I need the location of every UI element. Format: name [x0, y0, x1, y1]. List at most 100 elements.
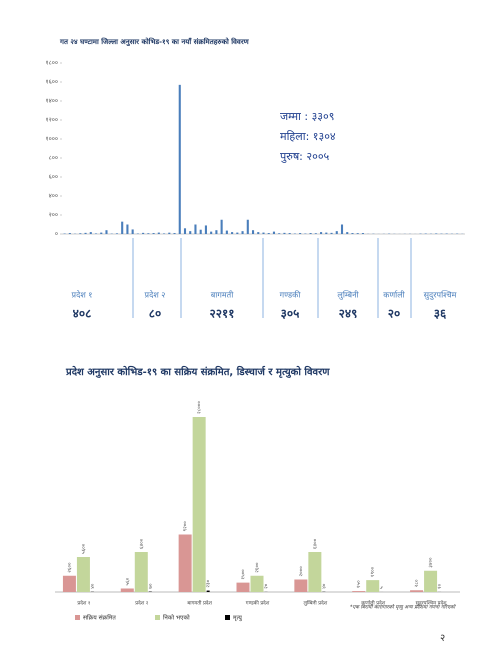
region-name: गण्डकी — [280, 290, 302, 300]
x-tick-label: लुम्बिनी प्रदेश — [303, 600, 327, 607]
y-tick-label: ८०० — [49, 155, 58, 162]
bar — [173, 233, 176, 234]
region-total: ८० — [149, 307, 161, 321]
bar — [84, 232, 87, 234]
bar — [330, 232, 333, 234]
bar — [325, 232, 328, 234]
bar — [278, 233, 281, 234]
footnote: *एक बिरामी कारागारको मृत्यु अन्य प्रदेशम… — [350, 604, 457, 611]
bar — [236, 582, 250, 592]
legend-label: सक्रिय संक्रमित — [83, 614, 116, 622]
y-tick-label: १४०० — [46, 98, 58, 105]
bar — [215, 230, 218, 234]
value-label: ७० — [148, 583, 154, 589]
bar — [163, 233, 166, 234]
x-tick-label: गण्डकी प्रदेश — [246, 600, 270, 607]
bar — [352, 591, 366, 592]
region-name: सुदुरपश्चिम — [424, 290, 457, 301]
bar — [283, 232, 286, 234]
x-tick-label: सुदुरपश्चिम प्रदेश — [416, 600, 448, 607]
region-total: २४९ — [339, 307, 358, 321]
bar — [210, 231, 213, 234]
bar — [178, 84, 181, 234]
bar — [178, 534, 192, 592]
value-label: २८० — [414, 579, 420, 587]
bar — [199, 229, 202, 234]
value-label: २६०० — [255, 562, 261, 573]
bar — [424, 570, 438, 592]
region-name: बागमती — [211, 290, 234, 300]
bar — [335, 231, 338, 234]
bar — [62, 575, 76, 592]
bar — [100, 232, 103, 234]
bar — [220, 219, 223, 234]
x-tick-label: बागमती प्रदेश — [187, 600, 212, 607]
bar — [152, 233, 155, 234]
value-label: १० — [437, 583, 443, 589]
y-tick-label: ४०० — [49, 193, 58, 200]
bar — [366, 580, 380, 592]
value-label: ९२०० — [183, 521, 189, 532]
legend-label: निको भएको — [163, 614, 190, 622]
value-label: ६४०० — [139, 538, 145, 549]
bar — [246, 219, 249, 234]
bar — [142, 232, 145, 234]
legend-swatch — [225, 615, 230, 620]
chart-title: प्रदेश अनुसार कोभिड-१९ का सक्रिय संक्रमि… — [65, 365, 330, 378]
bar — [435, 233, 438, 234]
bar — [410, 590, 424, 592]
value-label: ५ — [379, 586, 385, 589]
bar — [115, 233, 119, 234]
value-label: २६०० — [67, 562, 73, 573]
bar — [121, 221, 124, 234]
bar — [251, 230, 255, 234]
bar — [346, 232, 349, 234]
value-label: १९०० — [370, 566, 376, 577]
x-tick-label: प्रदेश १ — [77, 600, 90, 607]
bar — [206, 590, 210, 592]
annotation: महिला: १३०४ — [280, 130, 336, 143]
bar — [267, 233, 270, 234]
bar — [134, 552, 148, 592]
bar — [204, 225, 207, 234]
chart-title: गत २४ घण्टामा जिल्ला अनुसार कोभिड-१९ का … — [59, 37, 250, 47]
bar — [131, 229, 134, 234]
bar — [89, 232, 92, 234]
bar — [157, 232, 160, 234]
bar — [351, 233, 354, 234]
bar — [147, 233, 150, 234]
x-tick-label: प्रदेश २ — [135, 600, 148, 607]
value-label: २८००० — [197, 401, 203, 414]
page-number: २ — [440, 633, 445, 644]
value-label: ६४०० — [312, 538, 318, 549]
region-name: कर्णाली — [383, 290, 405, 300]
bar — [120, 588, 134, 592]
y-tick-label: १८०० — [46, 60, 58, 67]
value-label: ५६०० — [81, 543, 87, 554]
legend-label: मृत्यु — [233, 615, 243, 622]
bar — [183, 228, 187, 234]
region-total: ३०५ — [281, 307, 300, 321]
value-label: २३० — [206, 579, 212, 587]
bar — [356, 233, 359, 234]
bar — [105, 230, 108, 234]
y-tick-label: १००० — [46, 136, 58, 143]
value-label: ३४०० — [428, 557, 434, 568]
bar — [299, 233, 302, 234]
value-label: ४० — [321, 583, 327, 589]
region-total: २० — [388, 307, 400, 321]
region-total: ३६ — [434, 307, 447, 321]
bar — [294, 579, 308, 592]
x-tick-label: कर्णाली प्रदेश — [361, 600, 386, 607]
bar — [126, 224, 129, 234]
bar — [262, 232, 265, 234]
y-tick-label: १६०० — [46, 79, 58, 86]
bar — [231, 232, 234, 234]
bar — [168, 232, 171, 234]
region-total: ४०८ — [73, 307, 92, 321]
bar — [76, 557, 90, 592]
bar — [309, 233, 312, 234]
y-tick-label: ६०० — [49, 174, 58, 181]
legend-swatch — [155, 615, 160, 620]
